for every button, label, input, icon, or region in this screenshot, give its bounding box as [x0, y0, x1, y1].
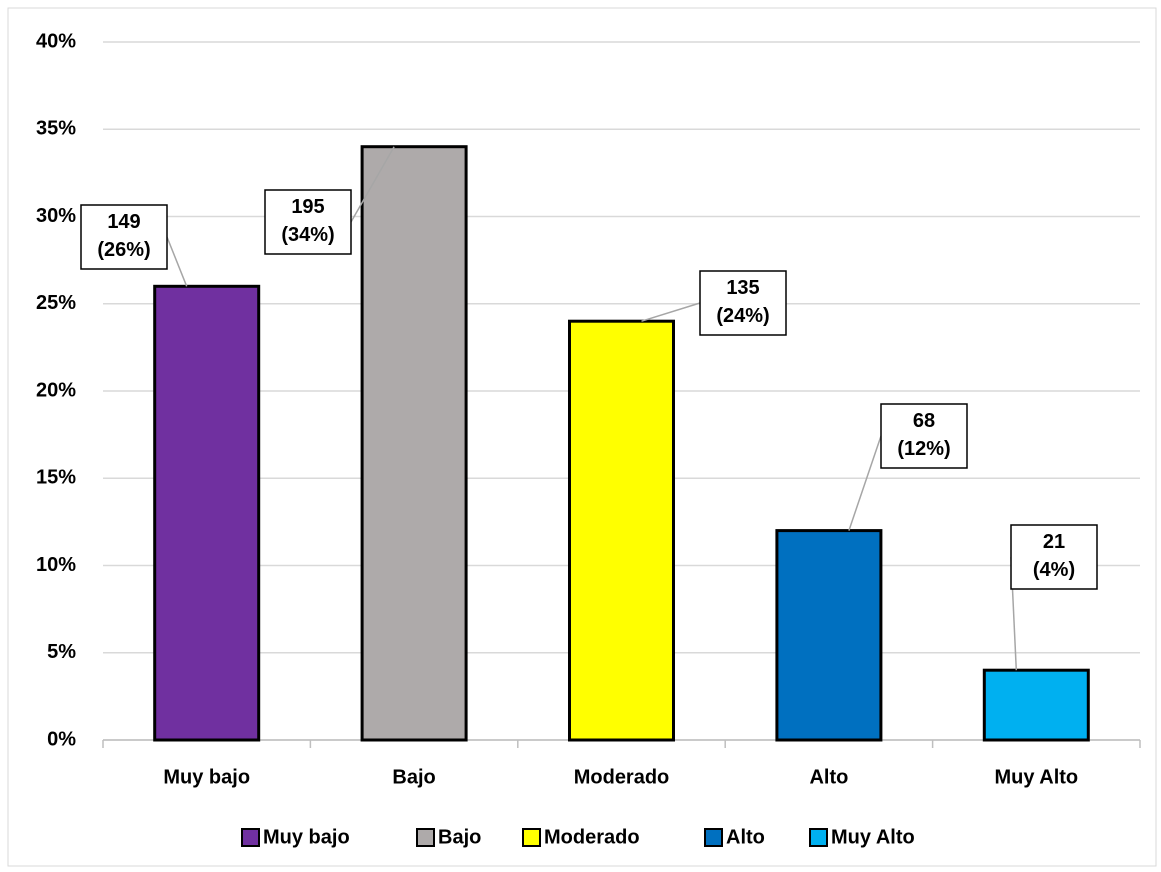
legend-label: Alto — [726, 826, 765, 848]
bar — [982, 668, 1090, 742]
data-label: 21 (4%) — [1033, 531, 1075, 581]
data-label-line: 149 — [107, 211, 140, 233]
data-label: 195 (34%) — [281, 196, 334, 246]
data-label-line: 135 — [726, 277, 759, 299]
data-label-line: (4%) — [1033, 559, 1075, 581]
bar — [568, 319, 675, 742]
data-label-box — [880, 403, 968, 469]
y-tick-label: 0% — [47, 728, 76, 750]
data-label: 135 (24%) — [716, 277, 769, 327]
x-tick-label: Muy bajo — [163, 766, 250, 788]
data-label-line: 21 — [1043, 531, 1065, 553]
data-label: 149 (26%) — [97, 211, 150, 261]
legend-swatch — [522, 828, 541, 847]
leader-line — [848, 435, 882, 531]
bar — [775, 529, 883, 742]
x-tick-label: Moderado — [574, 766, 670, 788]
legend-label: Muy Alto — [831, 826, 915, 848]
x-tick-label: Alto — [809, 766, 848, 788]
legend-swatch — [241, 828, 260, 847]
data-label-box — [699, 270, 787, 336]
y-tick-label: 10% — [36, 554, 76, 576]
data-label-line: (34%) — [281, 224, 334, 246]
y-tick-label: 25% — [36, 292, 76, 314]
x-tick-label: Bajo — [392, 766, 435, 788]
legend-label: Muy bajo — [263, 826, 350, 848]
data-label-box — [264, 189, 352, 255]
y-tick-label: 35% — [36, 118, 76, 140]
bar — [153, 284, 261, 742]
data-label-box — [1010, 524, 1098, 590]
legend-swatch — [416, 828, 435, 847]
y-tick-label: 30% — [36, 205, 76, 227]
legend-swatch — [809, 828, 828, 847]
data-label-line: (12%) — [897, 438, 950, 460]
y-tick-label: 15% — [36, 467, 76, 489]
data-label-line: 68 — [913, 410, 935, 432]
leader-line — [641, 302, 701, 322]
y-tick-label: 40% — [36, 30, 76, 52]
legend-label: Moderado — [544, 826, 640, 848]
data-label-box — [80, 204, 168, 270]
data-label: 68 (12%) — [897, 410, 950, 460]
legend-swatch — [704, 828, 723, 847]
data-label-line: (24%) — [716, 305, 769, 327]
leader-line — [166, 236, 188, 287]
data-label-line: (26%) — [97, 239, 150, 261]
bar — [360, 145, 468, 742]
y-tick-label: 5% — [47, 641, 76, 663]
leader-line — [350, 146, 395, 223]
x-tick-label: Muy Alto — [994, 766, 1078, 788]
y-tick-label: 20% — [36, 379, 76, 401]
legend-label: Bajo — [438, 826, 481, 848]
data-label-line: 195 — [291, 196, 324, 218]
